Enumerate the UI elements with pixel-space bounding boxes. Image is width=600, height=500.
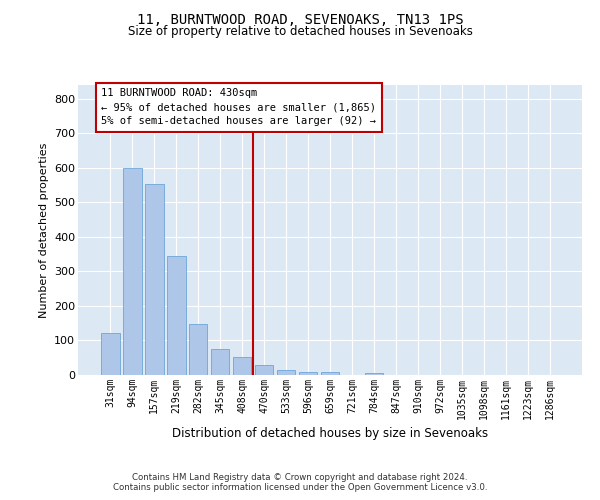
Bar — [299, 372, 317, 375]
Text: 11, BURNTWOOD ROAD, SEVENOAKS, TN13 1PS: 11, BURNTWOOD ROAD, SEVENOAKS, TN13 1PS — [137, 12, 463, 26]
Text: Size of property relative to detached houses in Sevenoaks: Size of property relative to detached ho… — [128, 25, 472, 38]
Bar — [233, 356, 251, 375]
Bar — [189, 324, 208, 375]
Y-axis label: Number of detached properties: Number of detached properties — [38, 142, 49, 318]
Bar — [255, 364, 274, 375]
Bar — [365, 372, 383, 375]
Bar — [145, 184, 164, 375]
Text: Contains HM Land Registry data © Crown copyright and database right 2024.
Contai: Contains HM Land Registry data © Crown c… — [113, 473, 487, 492]
Bar — [320, 372, 340, 375]
Text: 11 BURNTWOOD ROAD: 430sqm
← 95% of detached houses are smaller (1,865)
5% of sem: 11 BURNTWOOD ROAD: 430sqm ← 95% of detac… — [101, 88, 376, 126]
Bar — [167, 256, 185, 375]
Bar — [101, 333, 119, 375]
X-axis label: Distribution of detached houses by size in Sevenoaks: Distribution of detached houses by size … — [172, 427, 488, 440]
Bar — [277, 370, 295, 375]
Bar — [123, 168, 142, 375]
Bar — [211, 350, 229, 375]
